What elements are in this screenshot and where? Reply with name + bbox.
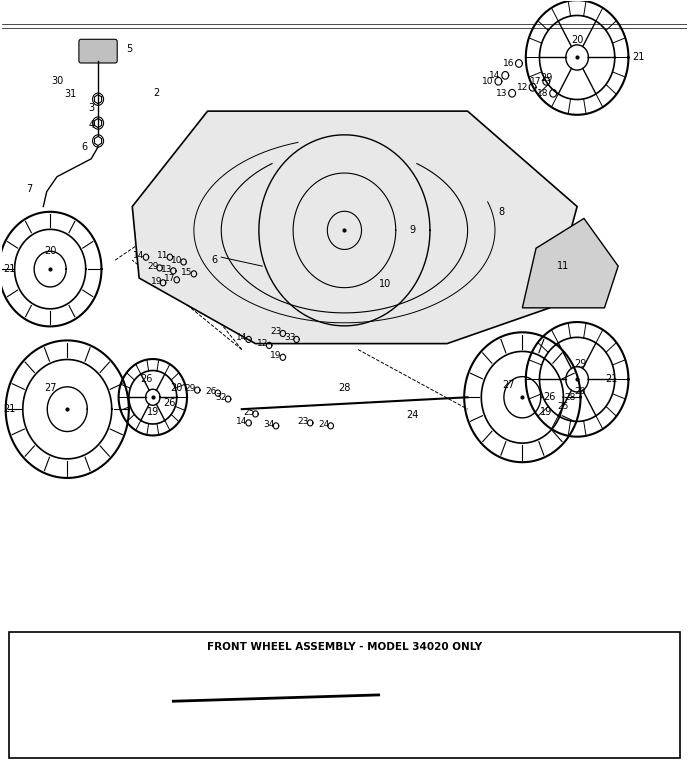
Text: 14: 14 <box>387 663 398 672</box>
Bar <box>9 632 680 758</box>
Text: 29: 29 <box>120 671 131 680</box>
Text: 16: 16 <box>418 668 429 676</box>
Text: 1: 1 <box>109 41 115 51</box>
Text: 14: 14 <box>489 71 501 80</box>
Text: 6: 6 <box>81 142 87 152</box>
Text: 34: 34 <box>264 420 275 429</box>
Text: 8: 8 <box>499 207 505 218</box>
Text: 29: 29 <box>185 384 196 393</box>
Text: 31: 31 <box>65 90 77 100</box>
Text: 20: 20 <box>575 387 586 396</box>
Text: 21: 21 <box>3 264 15 274</box>
FancyBboxPatch shape <box>79 39 117 63</box>
Text: 10: 10 <box>482 77 494 86</box>
Text: 19: 19 <box>540 407 552 417</box>
Text: 21: 21 <box>605 374 618 384</box>
Text: 9: 9 <box>410 225 416 235</box>
Text: 32: 32 <box>215 393 227 402</box>
Text: 14: 14 <box>133 659 144 668</box>
Text: 20: 20 <box>171 384 183 393</box>
Text: 19: 19 <box>147 407 159 417</box>
Text: 21: 21 <box>21 696 32 706</box>
Text: 21: 21 <box>616 663 627 672</box>
Text: 27: 27 <box>502 380 515 390</box>
Text: 14: 14 <box>236 333 248 342</box>
Text: 29: 29 <box>540 74 552 84</box>
Text: 5: 5 <box>126 44 132 54</box>
Text: 19: 19 <box>438 731 449 739</box>
Text: 4: 4 <box>88 120 94 130</box>
Text: 14: 14 <box>133 251 144 260</box>
Text: 16: 16 <box>503 59 515 68</box>
Text: 25: 25 <box>558 402 569 410</box>
Text: 7: 7 <box>27 183 33 193</box>
Text: 21: 21 <box>632 52 645 62</box>
Text: FRONT WHEEL ASSEMBLY - MODEL 34020 ONLY: FRONT WHEEL ASSEMBLY - MODEL 34020 ONLY <box>207 642 482 652</box>
Text: 24: 24 <box>319 420 330 429</box>
Text: 24: 24 <box>407 410 419 420</box>
Text: 26: 26 <box>140 374 152 384</box>
Text: 12: 12 <box>257 339 268 348</box>
Text: 26: 26 <box>164 398 176 408</box>
Text: 20: 20 <box>496 668 508 676</box>
Text: 14: 14 <box>236 416 248 426</box>
Text: 20: 20 <box>571 35 583 44</box>
Text: 22: 22 <box>452 743 463 752</box>
Text: 18: 18 <box>537 89 548 97</box>
Text: 12: 12 <box>517 83 528 92</box>
Text: 2: 2 <box>153 88 160 98</box>
Text: 30: 30 <box>51 77 63 87</box>
Text: 20: 20 <box>44 246 56 256</box>
Text: 15: 15 <box>181 268 193 277</box>
Text: 29: 29 <box>520 678 531 686</box>
Text: 25: 25 <box>243 407 255 416</box>
Text: 13: 13 <box>161 265 172 274</box>
Polygon shape <box>132 111 577 344</box>
Text: 23: 23 <box>298 416 309 426</box>
Text: 29: 29 <box>574 360 587 370</box>
Text: 3: 3 <box>88 103 94 114</box>
Text: 17: 17 <box>164 274 175 282</box>
Text: 17: 17 <box>151 700 162 709</box>
Text: 29: 29 <box>147 262 158 271</box>
Polygon shape <box>522 219 619 308</box>
Text: 20: 20 <box>530 663 541 672</box>
Text: 10: 10 <box>171 255 182 265</box>
Text: 10: 10 <box>379 279 391 289</box>
Text: 17: 17 <box>444 706 456 715</box>
Text: 13: 13 <box>496 89 508 97</box>
Text: 11: 11 <box>158 251 169 260</box>
Text: 19: 19 <box>151 277 162 285</box>
Text: 22: 22 <box>182 739 193 747</box>
Text: 18: 18 <box>451 722 463 731</box>
Text: 19: 19 <box>140 716 152 725</box>
Text: 33: 33 <box>284 333 295 342</box>
Text: 15: 15 <box>144 684 155 693</box>
Text: 26: 26 <box>544 392 556 402</box>
Text: 6: 6 <box>211 255 217 265</box>
Text: 19: 19 <box>270 351 282 360</box>
Text: 21: 21 <box>3 404 15 414</box>
Text: 15: 15 <box>438 684 449 693</box>
Text: 28: 28 <box>270 675 281 684</box>
Text: 11: 11 <box>557 261 570 271</box>
Text: 28: 28 <box>338 384 351 393</box>
Text: 26: 26 <box>205 387 217 396</box>
Text: 27: 27 <box>44 384 56 393</box>
Text: 20: 20 <box>58 665 69 674</box>
Text: 17: 17 <box>530 77 542 86</box>
Text: 23: 23 <box>270 328 281 336</box>
Text: 28: 28 <box>565 393 576 402</box>
